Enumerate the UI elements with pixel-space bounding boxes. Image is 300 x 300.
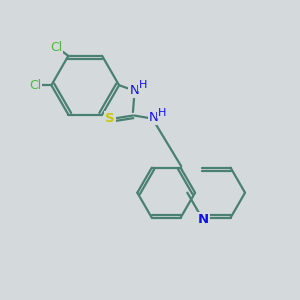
- Text: N: N: [198, 213, 209, 226]
- Text: H: H: [139, 80, 147, 90]
- Text: Cl: Cl: [50, 41, 62, 54]
- Text: H: H: [158, 108, 166, 118]
- Text: N: N: [130, 84, 139, 97]
- Text: S: S: [105, 112, 115, 125]
- Text: N: N: [149, 111, 159, 124]
- Text: Cl: Cl: [29, 79, 41, 92]
